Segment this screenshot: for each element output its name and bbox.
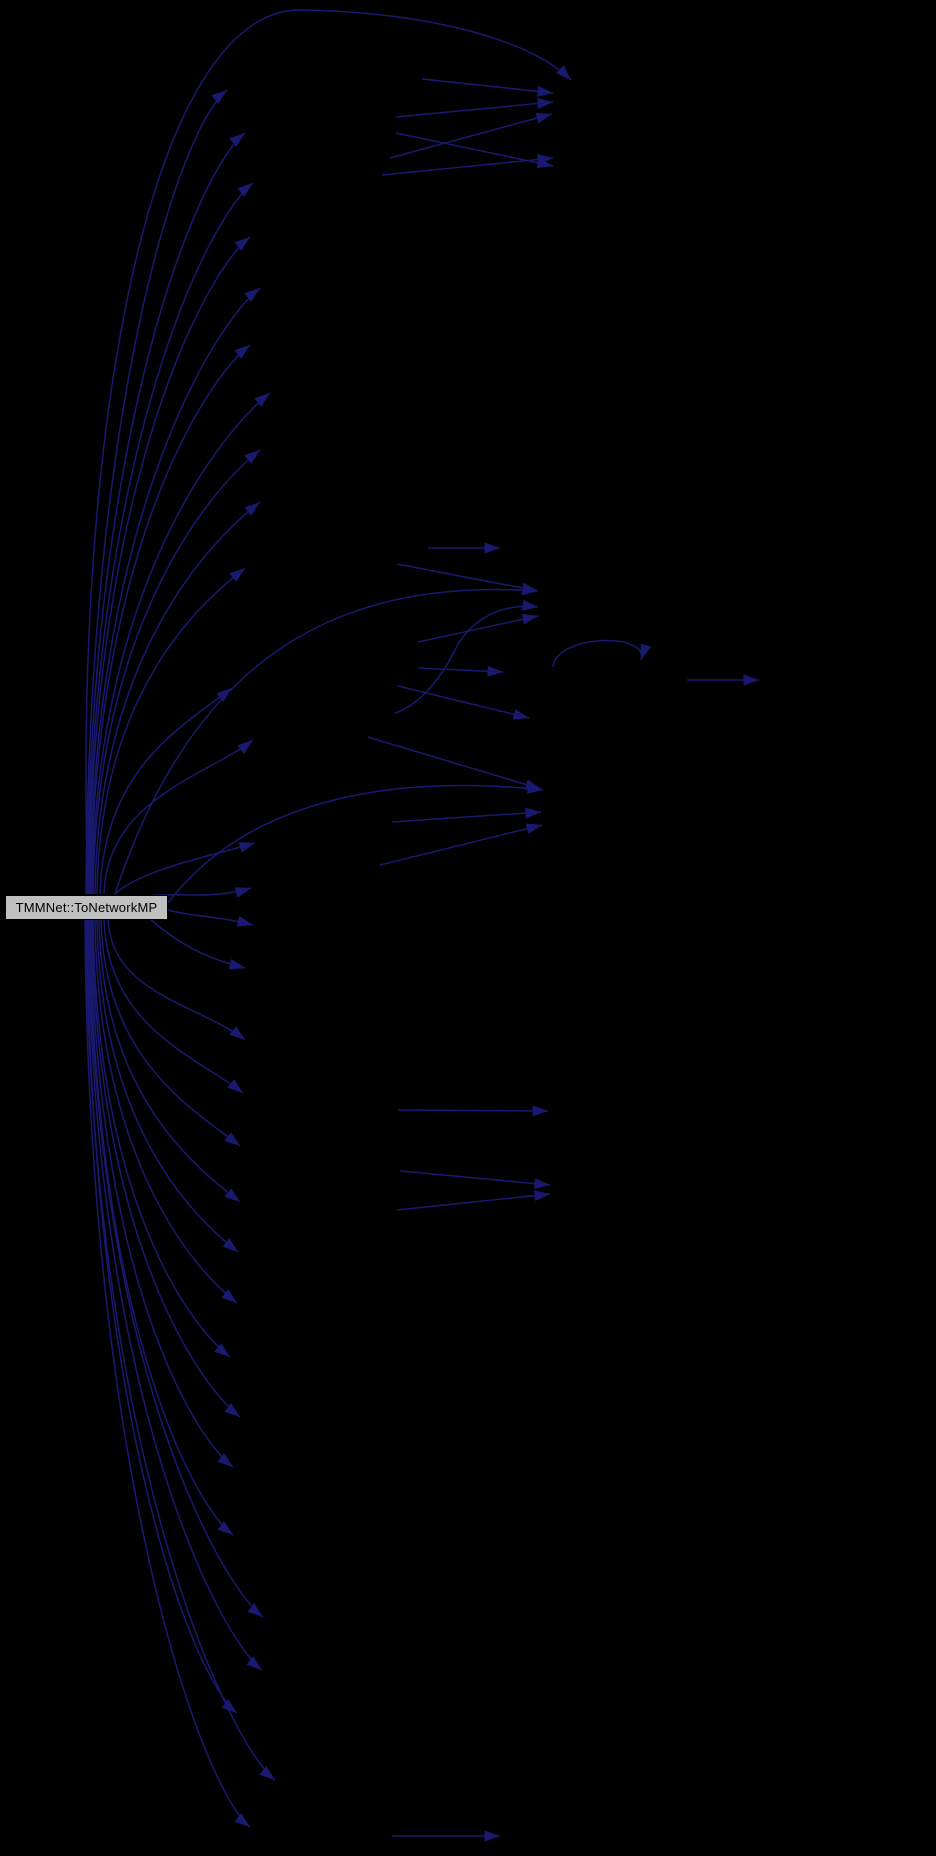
call-edge	[381, 154, 554, 176]
call-edge	[379, 823, 543, 866]
call-edge	[85, 918, 276, 1781]
call-edge	[114, 584, 539, 895]
call-edge	[103, 739, 254, 895]
call-edge	[367, 736, 542, 790]
call-edge	[107, 918, 246, 1041]
call-edge	[85, 89, 228, 895]
call-edge	[394, 599, 539, 714]
call-edge	[397, 1105, 549, 1117]
call-edge	[397, 685, 530, 720]
call-edge	[90, 344, 251, 895]
call-edge	[91, 392, 271, 895]
call-edge	[91, 918, 241, 1418]
call-edge	[395, 132, 554, 169]
call-edge	[418, 665, 504, 677]
call-edge	[88, 918, 264, 1618]
call-edge	[149, 918, 246, 970]
call-edge	[89, 287, 261, 895]
call-edge	[417, 613, 539, 643]
call-edge	[94, 501, 261, 895]
call-edge	[90, 918, 234, 1468]
edge-layer	[84, 9, 759, 1842]
call-edge	[167, 782, 544, 904]
call-edge	[395, 97, 554, 118]
call-edge	[167, 909, 254, 927]
call-edge	[396, 563, 539, 594]
call-edge	[87, 182, 254, 895]
call-edge	[114, 842, 256, 895]
call-edge	[103, 918, 244, 1094]
call-edge	[98, 918, 241, 1203]
call-edge	[94, 918, 238, 1304]
call-edge	[92, 449, 261, 895]
call-edge	[96, 918, 239, 1253]
node-tmmnet-tonetworkmp[interactable]: TMMNet::ToNetworkMP	[5, 895, 168, 920]
call-edge	[396, 1190, 551, 1211]
call-edge	[92, 918, 231, 1358]
call-edge	[96, 567, 246, 895]
call-edge	[88, 236, 251, 895]
call-edge	[391, 807, 542, 823]
call-edge	[89, 918, 234, 1536]
call-edge	[84, 918, 251, 1828]
call-edge	[87, 918, 263, 1671]
call-edge	[552, 639, 651, 668]
call-edge	[85, 9, 572, 894]
call-edge	[86, 132, 246, 895]
call-edge	[399, 1170, 551, 1190]
call-edge	[99, 687, 233, 895]
call-edge	[421, 78, 554, 97]
node-label: TMMNet::ToNetworkMP	[15, 900, 158, 915]
call-edge	[100, 918, 241, 1147]
call-edge	[389, 112, 553, 159]
